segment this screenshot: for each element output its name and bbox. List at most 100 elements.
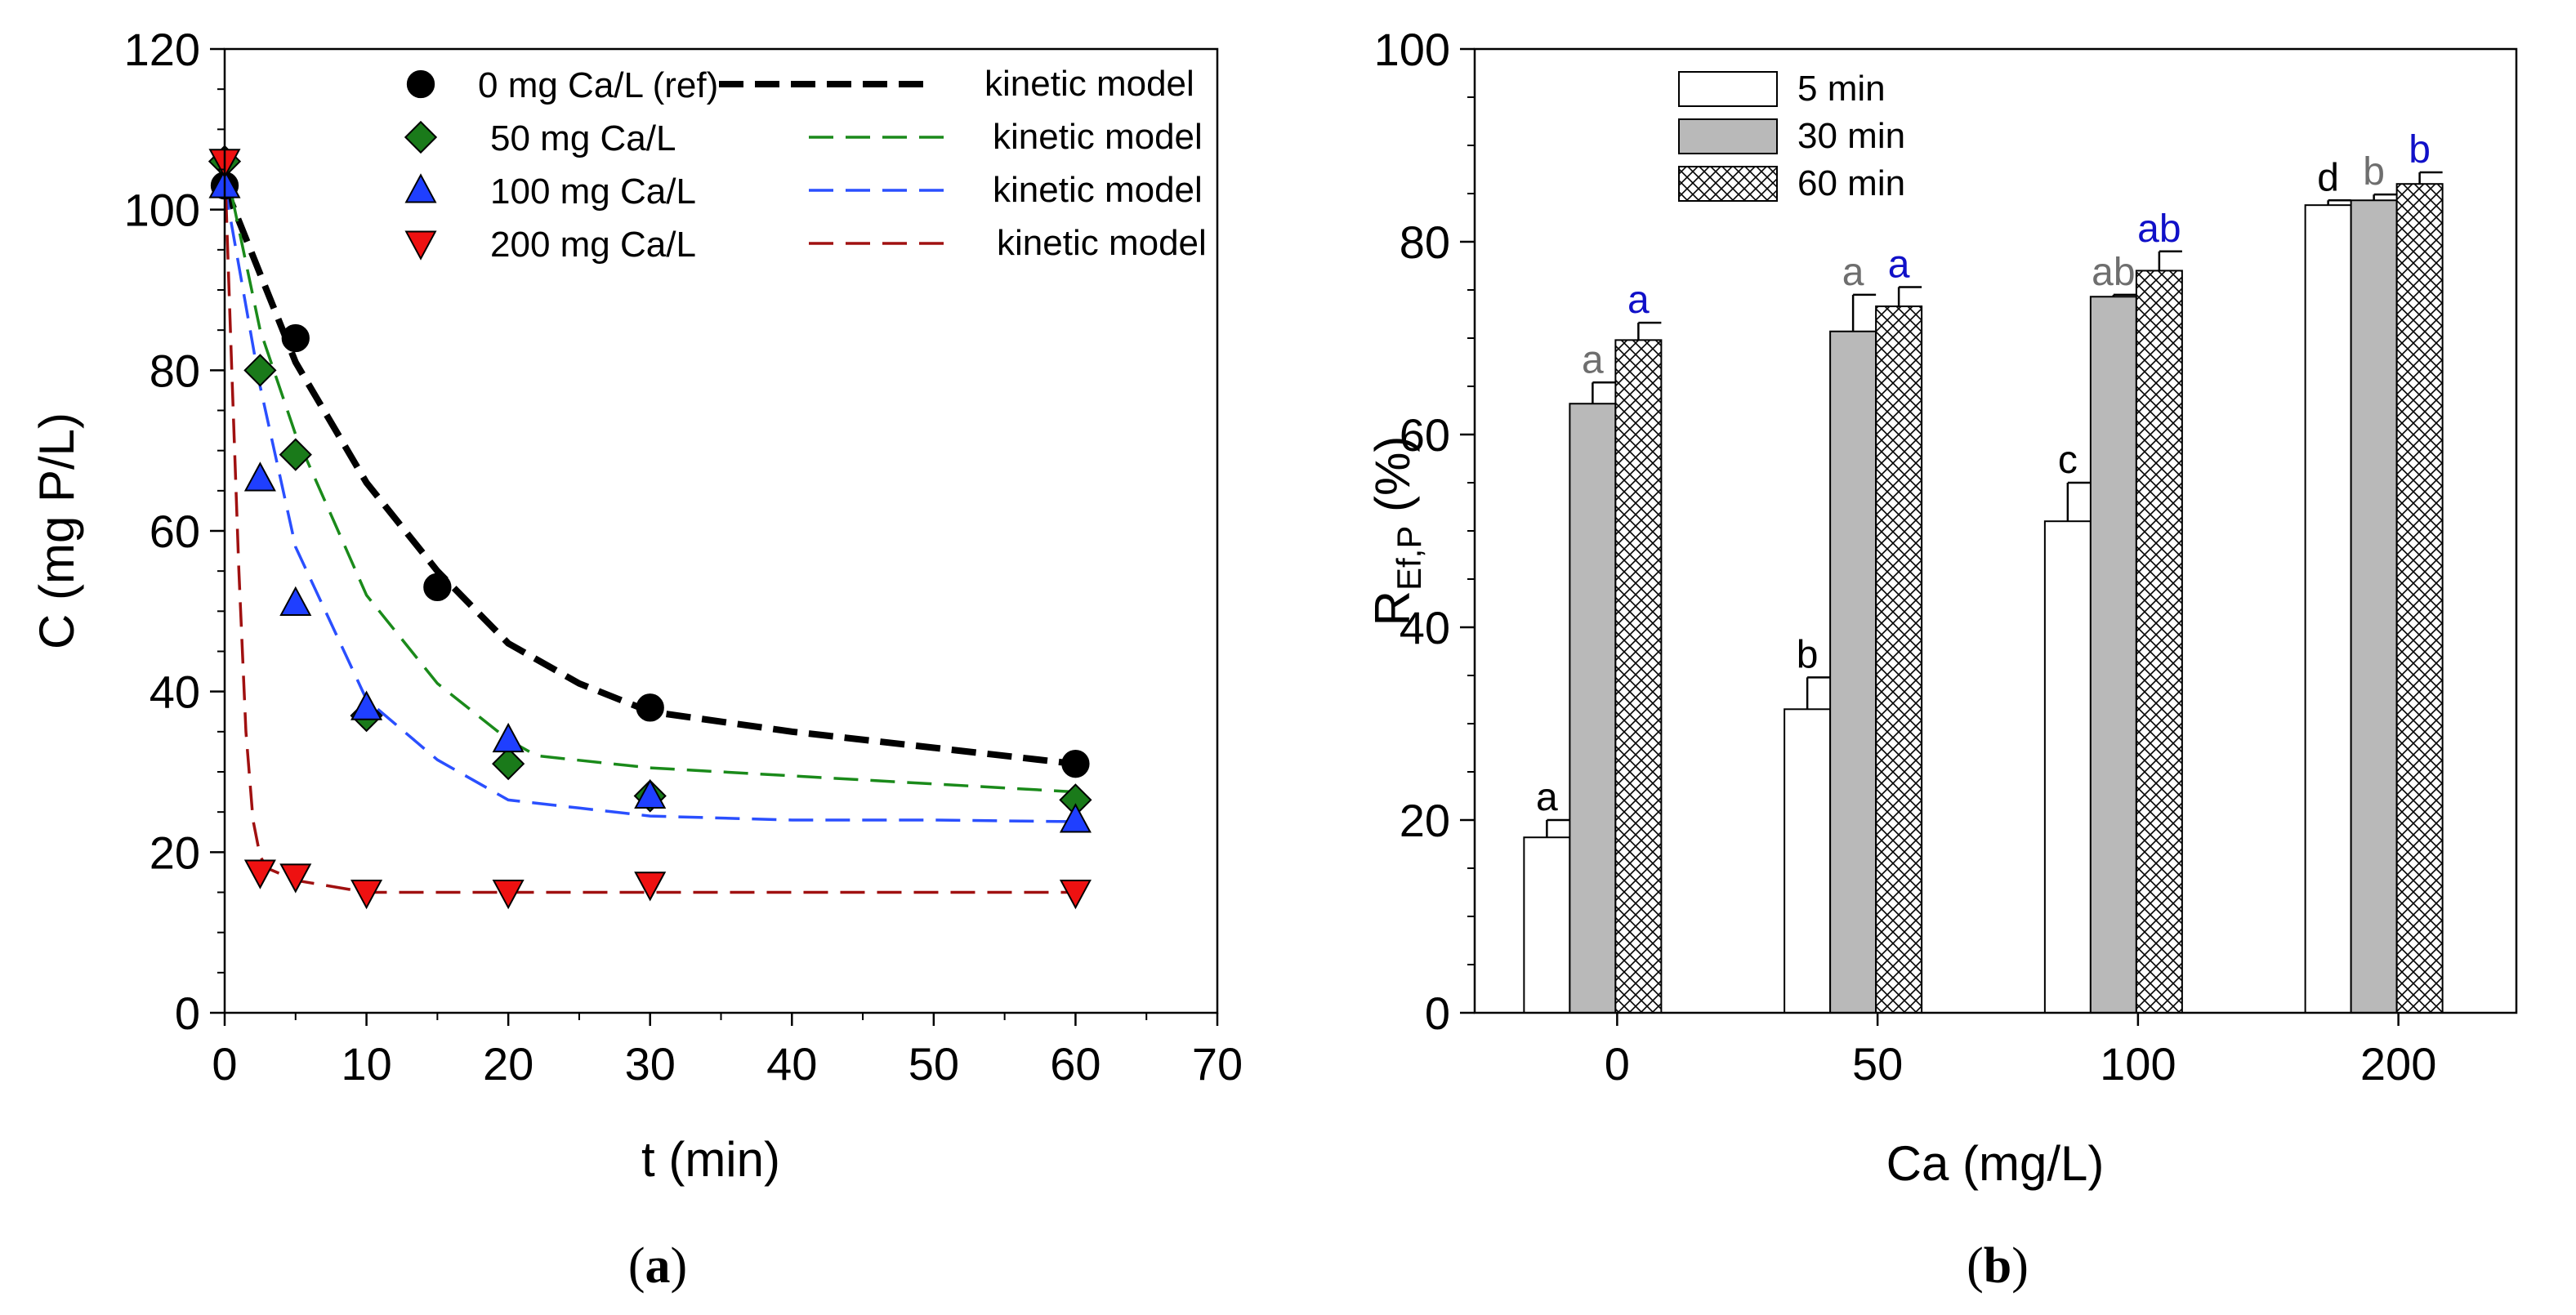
y-tick-label: 20 (1400, 795, 1450, 846)
significance-label: b (2363, 150, 2385, 194)
bar (2089, 296, 2137, 1014)
legend-swatch (1678, 71, 1778, 107)
data-point (634, 871, 667, 902)
y-tick-label: 0 (175, 987, 200, 1039)
x-tick-label: 40 (766, 1038, 817, 1090)
legend-swatch (1678, 166, 1778, 202)
data-point (279, 863, 312, 894)
legend-label: 30 min (1797, 116, 1905, 156)
y-label-unit: (%) (1365, 436, 1420, 526)
bar (2304, 204, 2352, 1014)
data-point (243, 354, 277, 387)
data-point (243, 859, 276, 889)
data-point (1059, 880, 1092, 910)
legend-swatch (1678, 118, 1778, 154)
y-tick-label: 60 (150, 506, 200, 557)
x-tick-label: 200 (2360, 1038, 2436, 1090)
x-tick-label: 0 (1605, 1038, 1630, 1090)
bar (1569, 403, 1617, 1014)
bar (2395, 183, 2444, 1014)
data-point (350, 690, 383, 720)
panel-b-caption-letter: b (1984, 1238, 2011, 1294)
panel-a-caption: (a) (628, 1238, 687, 1294)
x-tick-label: 20 (483, 1038, 534, 1090)
data-point (492, 722, 525, 753)
legend-marker (404, 230, 437, 261)
significance-label: c (2058, 439, 2078, 482)
data-point (492, 880, 525, 910)
x-tick-label: 50 (909, 1038, 959, 1090)
panel-a-y-axis-label: C (mg P/L) (29, 412, 84, 649)
bar (1875, 305, 1923, 1014)
legend-model-label: kinetic model (993, 117, 1203, 157)
y-tick-label: 80 (1400, 216, 1450, 268)
legend-series-label: 0 mg Ca/L (ref) (478, 65, 718, 105)
x-tick-label: 0 (212, 1038, 237, 1090)
significance-label: a (1627, 279, 1650, 322)
bar (2350, 199, 2398, 1014)
y-tick-label: 100 (1374, 24, 1450, 75)
bar (1829, 330, 1877, 1014)
y-label-main: R (1365, 591, 1420, 626)
panel-a-x-axis-label: t (min) (641, 1132, 780, 1187)
y-tick-label: 60 (1400, 409, 1450, 461)
bar (2043, 520, 2092, 1014)
panel-b-x-axis-label: Ca (mg/L) (1886, 1136, 2105, 1191)
y-tick-label: 40 (150, 666, 200, 718)
significance-label: a (1582, 338, 1604, 381)
data-point (1061, 750, 1090, 778)
y-tick-label: 0 (1425, 987, 1450, 1039)
legend-marker (404, 173, 437, 203)
legend-label: 60 min (1797, 163, 1905, 203)
bar (1523, 836, 1571, 1014)
panel-b-caption: (b) (1967, 1238, 2029, 1294)
significance-label: ab (2092, 251, 2135, 294)
bar (1784, 708, 1832, 1014)
y-tick-label: 120 (124, 24, 200, 75)
kinetic-model-curve (223, 185, 1076, 823)
legend-marker (406, 69, 435, 99)
significance-label: a (1842, 251, 1864, 294)
data-point (634, 778, 667, 809)
legend-model-label: kinetic model (997, 223, 1207, 263)
data-point (423, 573, 452, 601)
significance-label: b (1797, 633, 1819, 676)
x-tick-label: 100 (2100, 1038, 2176, 1090)
y-tick-label: 80 (150, 345, 200, 396)
data-point (243, 461, 276, 492)
significance-label: ab (2137, 207, 2181, 251)
significance-label: b (2409, 128, 2431, 172)
legend-series-label: 100 mg Ca/L (490, 172, 696, 212)
panel-b-y-axis-label: REf,P (%) (1365, 436, 1428, 626)
legend-marker (404, 120, 438, 154)
significance-label: a (1888, 243, 1910, 286)
y-tick-label: 20 (150, 827, 200, 878)
y-tick-label: 100 (124, 185, 200, 236)
legend-series-label: 200 mg Ca/L (490, 225, 696, 265)
data-point (281, 323, 310, 353)
significance-label: a (1536, 776, 1558, 819)
x-tick-label: 50 (1852, 1038, 1903, 1090)
data-point (1059, 803, 1092, 833)
panel-a-caption-letter: a (645, 1238, 671, 1294)
kinetic-model-curve (221, 184, 1076, 768)
legend-label: 5 min (1797, 69, 1886, 109)
legend-series-label: 50 mg Ca/L (490, 118, 676, 158)
x-tick-label: 10 (341, 1038, 391, 1090)
data-point (279, 586, 312, 616)
bar (1614, 339, 1663, 1014)
data-point (492, 747, 525, 781)
data-point (279, 438, 312, 471)
y-tick-label: 40 (1400, 602, 1450, 653)
x-tick-label: 70 (1192, 1038, 1243, 1090)
significance-label: d (2317, 156, 2339, 199)
legend-model-label: kinetic model (984, 64, 1194, 104)
panel-a-chart: 0 10 20 30 40 50 60 70 0 20 40 60 80 100 120 t (min) C… (29, 24, 1243, 1294)
legend-model-label: kinetic model (993, 170, 1203, 210)
bar (2135, 270, 2183, 1014)
x-tick-label: 30 (625, 1038, 676, 1090)
y-label-subscript: Ef,P (1390, 526, 1428, 591)
data-point (636, 693, 664, 722)
